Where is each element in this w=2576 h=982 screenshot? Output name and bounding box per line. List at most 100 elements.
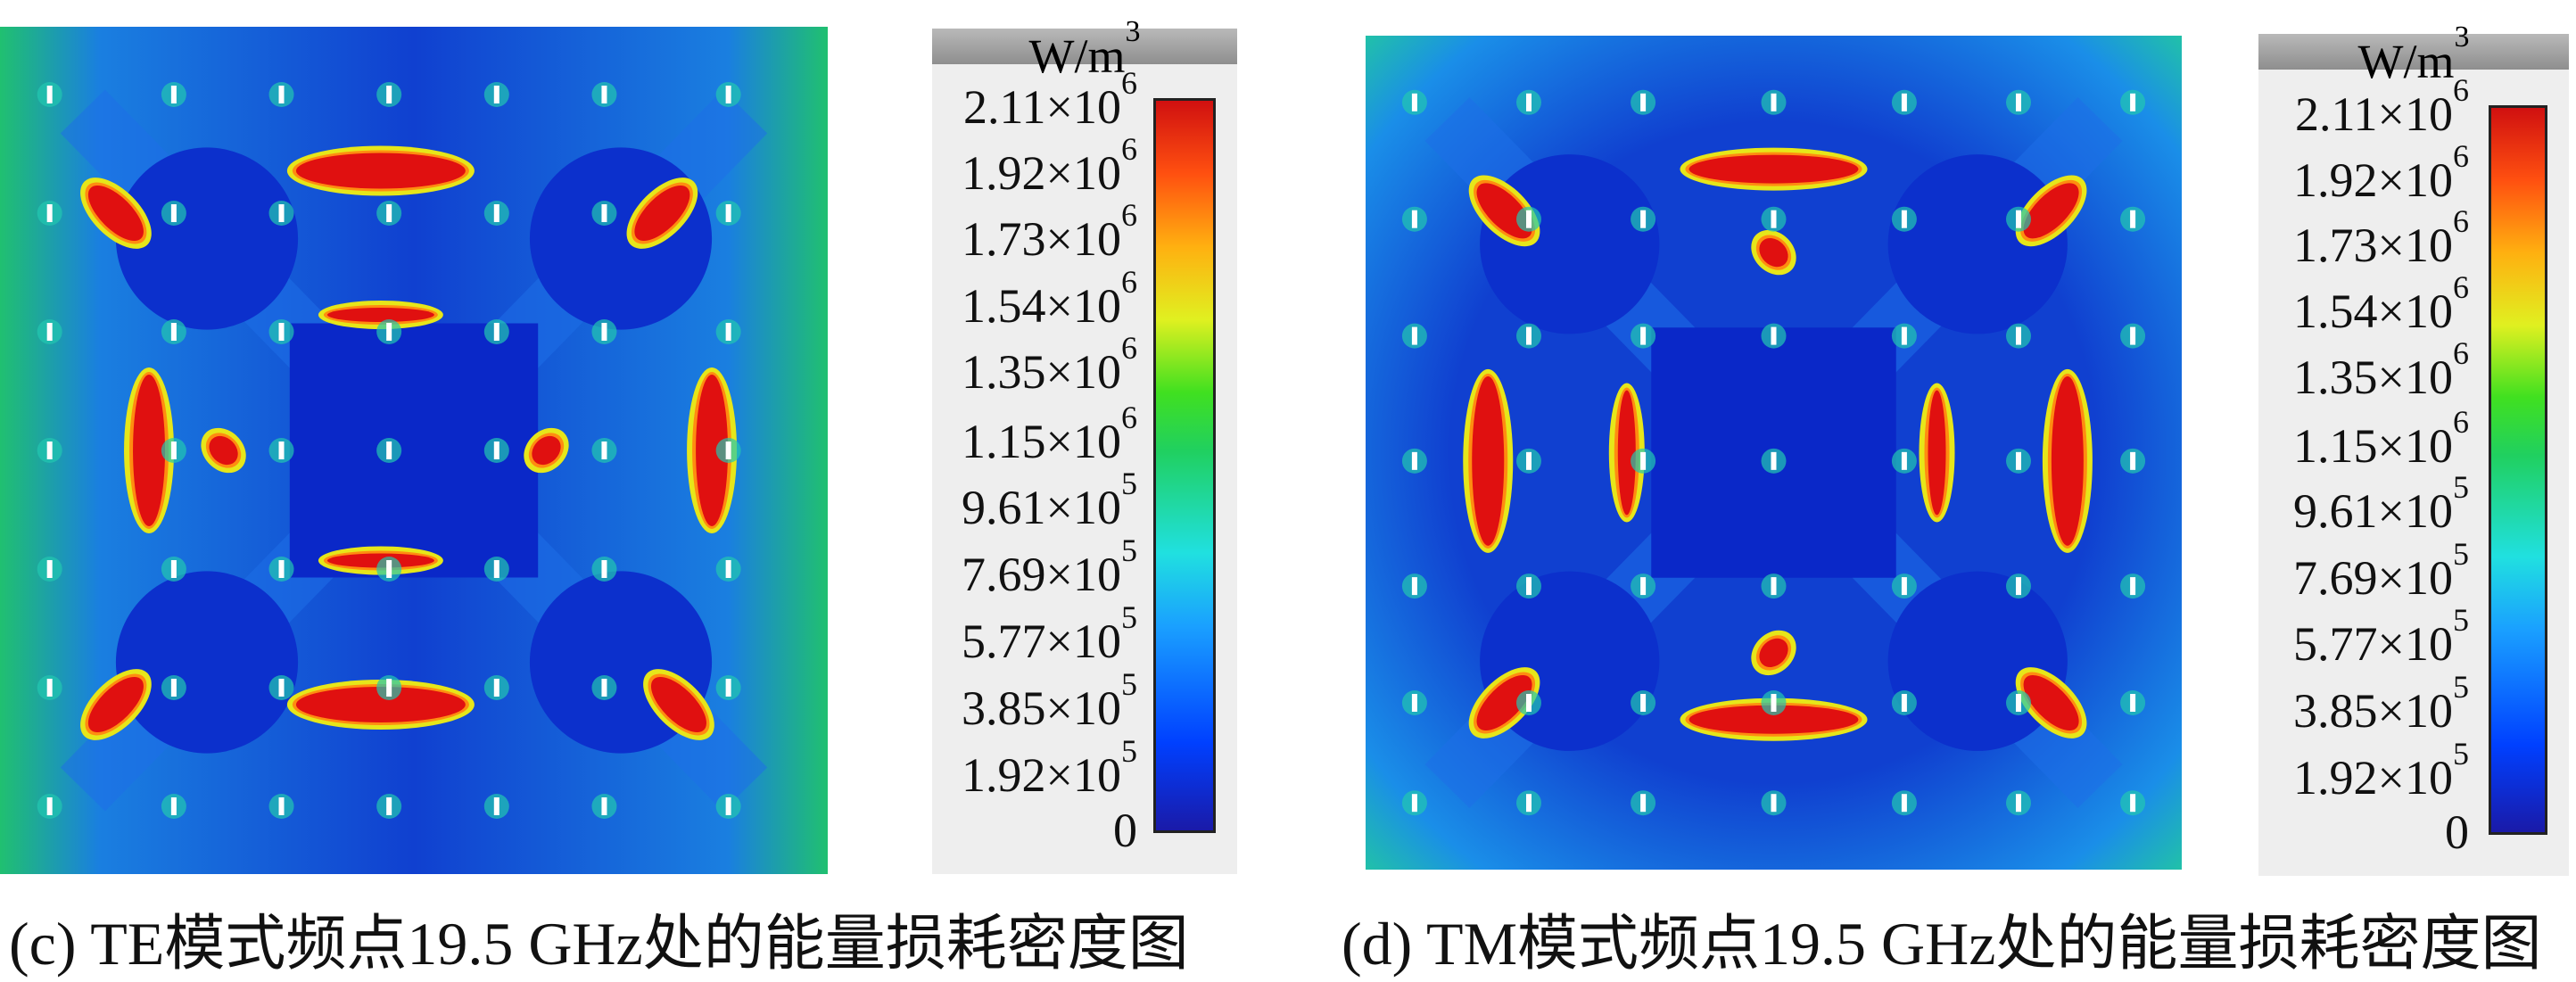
- pin: [386, 441, 392, 459]
- pin: [601, 86, 607, 103]
- pin: [725, 560, 731, 578]
- pin: [1411, 93, 1417, 111]
- pin: [1526, 694, 1532, 712]
- pin: [1411, 451, 1417, 470]
- pin: [1771, 210, 1777, 228]
- field-shape: [634, 185, 690, 242]
- panel-te: W/m3 2.11×106 1.92×106 1.73×106 1.54×106 1.3…: [0, 0, 1288, 978]
- units-exponent: 3: [2454, 21, 2470, 54]
- pin: [493, 797, 500, 815]
- units-label-tm: W/m3: [2258, 21, 2569, 86]
- colorbar-tick-label: 1.15×106: [2293, 404, 2469, 474]
- pin: [46, 204, 53, 222]
- pin: [725, 679, 731, 697]
- colorbar-tick-label: 1.54×106: [2293, 268, 2469, 338]
- pin: [170, 204, 177, 222]
- field-shape: [1472, 375, 1505, 546]
- field-shape: [115, 147, 299, 330]
- units-text: W/m: [1028, 29, 1126, 83]
- pin: [1411, 577, 1417, 596]
- colorbar-tick-label: 0: [2445, 805, 2469, 859]
- pin: [1771, 694, 1777, 712]
- pin: [278, 441, 285, 459]
- pin: [2130, 210, 2136, 228]
- pin: [725, 323, 731, 341]
- field-shape: [532, 435, 561, 466]
- field-shape: [1688, 705, 1859, 734]
- pin: [1771, 93, 1777, 111]
- pin: [278, 560, 285, 578]
- colorbar-tick-label: 7.69×105: [2293, 535, 2469, 605]
- field-shape: [2051, 375, 2084, 546]
- colorbar-tick-label: 1.15×106: [962, 399, 1137, 468]
- pin: [493, 441, 500, 459]
- pin: [1526, 210, 1532, 228]
- pin: [2130, 93, 2136, 111]
- pin: [601, 797, 607, 815]
- pin: [2130, 694, 2136, 712]
- pin: [1771, 794, 1777, 813]
- pin: [2016, 210, 2021, 228]
- pin: [1640, 794, 1647, 813]
- pin: [493, 679, 500, 697]
- pin: [1526, 93, 1532, 111]
- pin: [170, 86, 177, 103]
- pin: [386, 679, 392, 697]
- field-shape: [650, 676, 706, 733]
- pin: [1901, 794, 1907, 813]
- field-shape: [1480, 154, 1660, 334]
- colorbar-tick-label: 2.11×106: [2295, 72, 2469, 141]
- pin: [386, 323, 392, 341]
- pin: [1901, 577, 1907, 596]
- pin: [1640, 93, 1647, 111]
- pin: [1411, 694, 1417, 712]
- pin: [2130, 794, 2136, 813]
- pin: [493, 86, 500, 103]
- pin: [1901, 326, 1907, 345]
- colorbar-te: [1153, 98, 1216, 833]
- field-shape: [1759, 237, 1788, 268]
- field-shape: [696, 375, 729, 526]
- colorbar-tick-label: 1.54×106: [962, 263, 1137, 333]
- caption-tm: (d) TM模式频点19.5 GHz处的能量损耗密度图: [1342, 910, 2542, 978]
- pin: [2016, 577, 2021, 596]
- pin: [386, 86, 392, 103]
- pin: [1771, 451, 1777, 470]
- field-shape: [295, 687, 466, 722]
- pin: [386, 204, 392, 222]
- field-shape: [326, 308, 434, 322]
- colorbar-panel-tm: W/m3 2.11×106 1.92×106 1.73×106 1.54×106 1.3…: [2258, 21, 2569, 876]
- pin: [46, 323, 53, 341]
- pin: [170, 441, 177, 459]
- pin: [278, 86, 285, 103]
- field-shape: [2023, 183, 2079, 239]
- pin: [601, 679, 607, 697]
- field-shape: [115, 571, 299, 754]
- pin: [386, 560, 392, 578]
- caption-te: (c) TE模式频点19.5 GHz处的能量损耗密度图: [9, 910, 1189, 978]
- pin: [601, 204, 607, 222]
- pin: [1901, 93, 1907, 111]
- colorbar-tick-label: 1.35×106: [962, 329, 1137, 399]
- pin: [601, 441, 607, 459]
- pin: [2016, 451, 2021, 470]
- field-shape: [1688, 154, 1859, 184]
- pin: [170, 679, 177, 697]
- heatmap-te: [0, 27, 828, 874]
- colorbar-tick-label: 1.73×106: [962, 197, 1137, 267]
- pin: [278, 323, 285, 341]
- colorbar-tick-label: 1.73×106: [2293, 203, 2469, 273]
- field-shape: [87, 676, 144, 733]
- pin: [1640, 694, 1647, 712]
- units-text: W/m: [2357, 35, 2455, 88]
- field-shape: [209, 435, 238, 466]
- field-shape: [529, 147, 713, 330]
- pin: [46, 441, 53, 459]
- pin: [1640, 577, 1647, 596]
- pin: [1901, 451, 1907, 470]
- pin: [386, 797, 392, 815]
- colorbar-tick-label: 3.85×105: [962, 665, 1137, 735]
- colorbar-tick-label: 1.92×106: [962, 131, 1137, 201]
- field-shape: [1887, 154, 2068, 334]
- pin: [170, 797, 177, 815]
